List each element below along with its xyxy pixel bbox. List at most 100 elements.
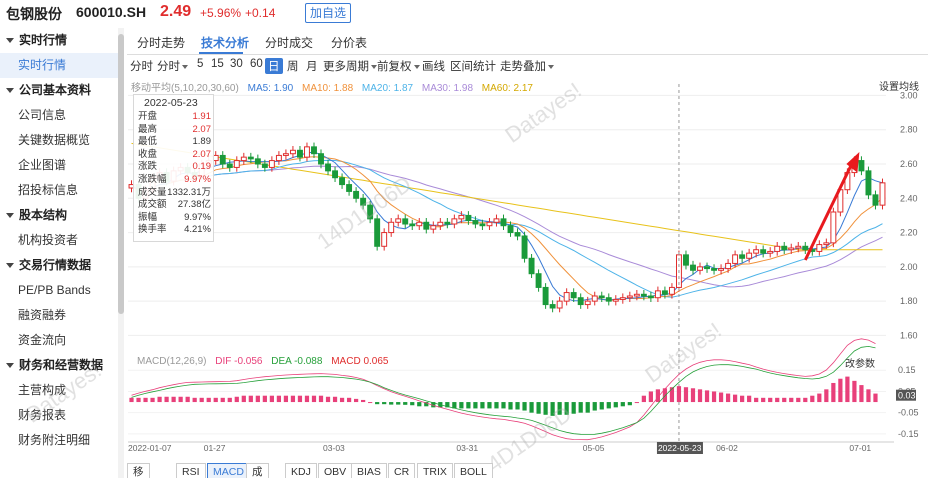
sidebar-item[interactable]: 机构投资者 xyxy=(18,233,79,247)
caret-down-icon xyxy=(6,213,14,219)
macd-bar xyxy=(143,397,148,403)
sidebar-item[interactable]: 财务报表 xyxy=(18,408,67,422)
indicator-tab[interactable]: KDJ xyxy=(285,463,317,478)
candle-body xyxy=(409,223,416,227)
macd-bar xyxy=(431,402,436,408)
macd-params-link[interactable]: 改参数 xyxy=(845,359,875,370)
macd-bar xyxy=(269,395,274,403)
sidebar-item[interactable]: 企业图谱 xyxy=(18,158,67,172)
period-5[interactable]: 5 xyxy=(197,58,204,70)
sidebar-item[interactable]: PE/PB Bands xyxy=(18,283,91,297)
indicator-tab[interactable]: RSI xyxy=(176,463,206,478)
sidebar-item[interactable]: 关键数据概览 xyxy=(18,133,91,147)
candle-body xyxy=(282,153,289,156)
macd-bar xyxy=(192,397,197,403)
period-day[interactable]: 日 xyxy=(265,58,283,74)
indicator-tab[interactable]: CR xyxy=(388,463,416,478)
sidebar-item[interactable]: 资金流向 xyxy=(18,333,67,347)
add-to-watchlist-button[interactable]: 加自选 xyxy=(305,3,351,23)
indicator-tab[interactable]: TRIX xyxy=(417,463,453,478)
indicator-tab[interactable]: BOLL xyxy=(454,463,493,478)
macd-bar xyxy=(353,398,359,403)
ma-legend: 移动平均(5,10,20,30,60) MA5: 1.90 MA10: 1.88… xyxy=(131,79,539,94)
kline-chart[interactable]: 3.002.802.602.402.202.001.801.600.150.05… xyxy=(124,74,928,464)
period-15[interactable]: 15 xyxy=(211,58,224,70)
macd-bar xyxy=(304,395,310,403)
info-row: 最高 2.07 xyxy=(138,124,211,136)
macd-bar xyxy=(676,386,682,403)
scrollbar-thumb[interactable] xyxy=(118,34,124,314)
info-row-value: 1332.31万 xyxy=(167,186,211,198)
price-tick-label: 3.00 xyxy=(900,90,918,100)
indicator-tab[interactable]: BIAS xyxy=(351,463,387,478)
sidebar-item[interactable]: 实时行情 xyxy=(0,53,118,78)
candle-body xyxy=(381,232,388,247)
x-tick-label: 06-02 xyxy=(716,443,738,453)
macd-bar xyxy=(655,389,661,403)
candle-body xyxy=(465,214,472,222)
sidebar-section[interactable]: 财务和经营数据 xyxy=(0,353,118,378)
tab-intraday-trades[interactable]: 分时成交 xyxy=(265,36,314,50)
candle-body xyxy=(619,297,626,300)
sidebar-section[interactable]: 股本结构 xyxy=(0,203,118,228)
info-row-label: 成交量 xyxy=(138,186,167,198)
sidebar-item[interactable]: 公司信息 xyxy=(18,108,67,122)
candle-body xyxy=(858,160,865,172)
macd-bar xyxy=(157,396,162,403)
macd-bar xyxy=(382,402,387,405)
macd-bar xyxy=(564,402,569,415)
sidebar-section[interactable]: 公司基本资料 xyxy=(0,78,118,103)
period-30[interactable]: 30 xyxy=(230,58,243,70)
indicator-tab[interactable]: 成交量 xyxy=(246,463,269,478)
adjust-dropdown[interactable]: 前复权 xyxy=(377,58,420,74)
indicator-tab[interactable]: MACD xyxy=(207,463,250,478)
candle-body xyxy=(374,218,381,247)
macd-bar xyxy=(241,395,246,403)
caret-down-icon xyxy=(6,363,14,369)
candle-body xyxy=(725,262,732,270)
macd-bar xyxy=(536,402,541,414)
sidebar-item[interactable]: 财务附注明细 xyxy=(18,433,91,447)
sidebar-section[interactable]: 交易行情数据 xyxy=(0,253,118,278)
macd-bar xyxy=(704,390,710,403)
sidebar-item[interactable]: 主营构成 xyxy=(18,383,67,397)
candle-body xyxy=(781,245,788,251)
macd-bar xyxy=(718,392,724,403)
period-intraday-dropdown[interactable]: 分时 xyxy=(157,58,188,74)
crosshair-date-badge xyxy=(656,442,703,454)
period-intraday[interactable]: 分时 xyxy=(130,61,153,73)
macd-bar xyxy=(424,402,429,407)
indicator-tab[interactable]: 移动平均 xyxy=(127,463,150,478)
draw-line-button[interactable]: 画线 xyxy=(422,61,445,73)
macd-bar xyxy=(473,402,478,409)
sidebar: 实时行情 实时行情 公司基本资料 公司信息 关键数据概览 企业图谱 招投标信息 股本结构 机构投… xyxy=(0,28,118,478)
stock-change-percent: +5.96% xyxy=(200,6,242,20)
macd-bar xyxy=(838,378,843,403)
candle-body xyxy=(451,218,458,225)
macd-bar xyxy=(761,397,766,403)
range-stats-button[interactable]: 区间统计 xyxy=(450,61,496,73)
macd-bar xyxy=(782,397,787,403)
sidebar-item[interactable]: 招投标信息 xyxy=(18,183,79,197)
tab-intraday[interactable]: 分时走势 xyxy=(137,36,186,50)
period-week[interactable]: 周 xyxy=(287,61,299,73)
sidebar-item[interactable]: 融资融券 xyxy=(18,308,67,322)
macd-bar xyxy=(859,385,864,403)
ma30-line xyxy=(131,165,883,288)
tab-technical-analysis[interactable]: 技术分析 xyxy=(201,36,250,50)
indicator-tab[interactable]: OBV xyxy=(318,463,353,478)
macd-bar xyxy=(592,402,597,411)
info-row-label: 最高 xyxy=(138,123,158,135)
period-60[interactable]: 60 xyxy=(250,58,263,70)
period-month[interactable]: 月 xyxy=(306,61,318,73)
info-row: 最低 1.89 xyxy=(138,136,211,148)
macd-bar xyxy=(339,397,345,403)
sidebar-section[interactable]: 实时行情 xyxy=(0,28,118,53)
info-row-label: 收盘 xyxy=(138,148,158,160)
overlay-dropdown[interactable]: 走势叠加 xyxy=(500,58,554,74)
info-row: 成交额 27.38亿 xyxy=(138,199,211,211)
tab-price-table[interactable]: 分价表 xyxy=(331,36,368,50)
ma-settings-link[interactable]: 设置均线 xyxy=(879,82,919,93)
sidebar-scrollbar[interactable] xyxy=(118,28,124,478)
more-periods-dropdown[interactable]: 更多周期 xyxy=(323,58,377,74)
